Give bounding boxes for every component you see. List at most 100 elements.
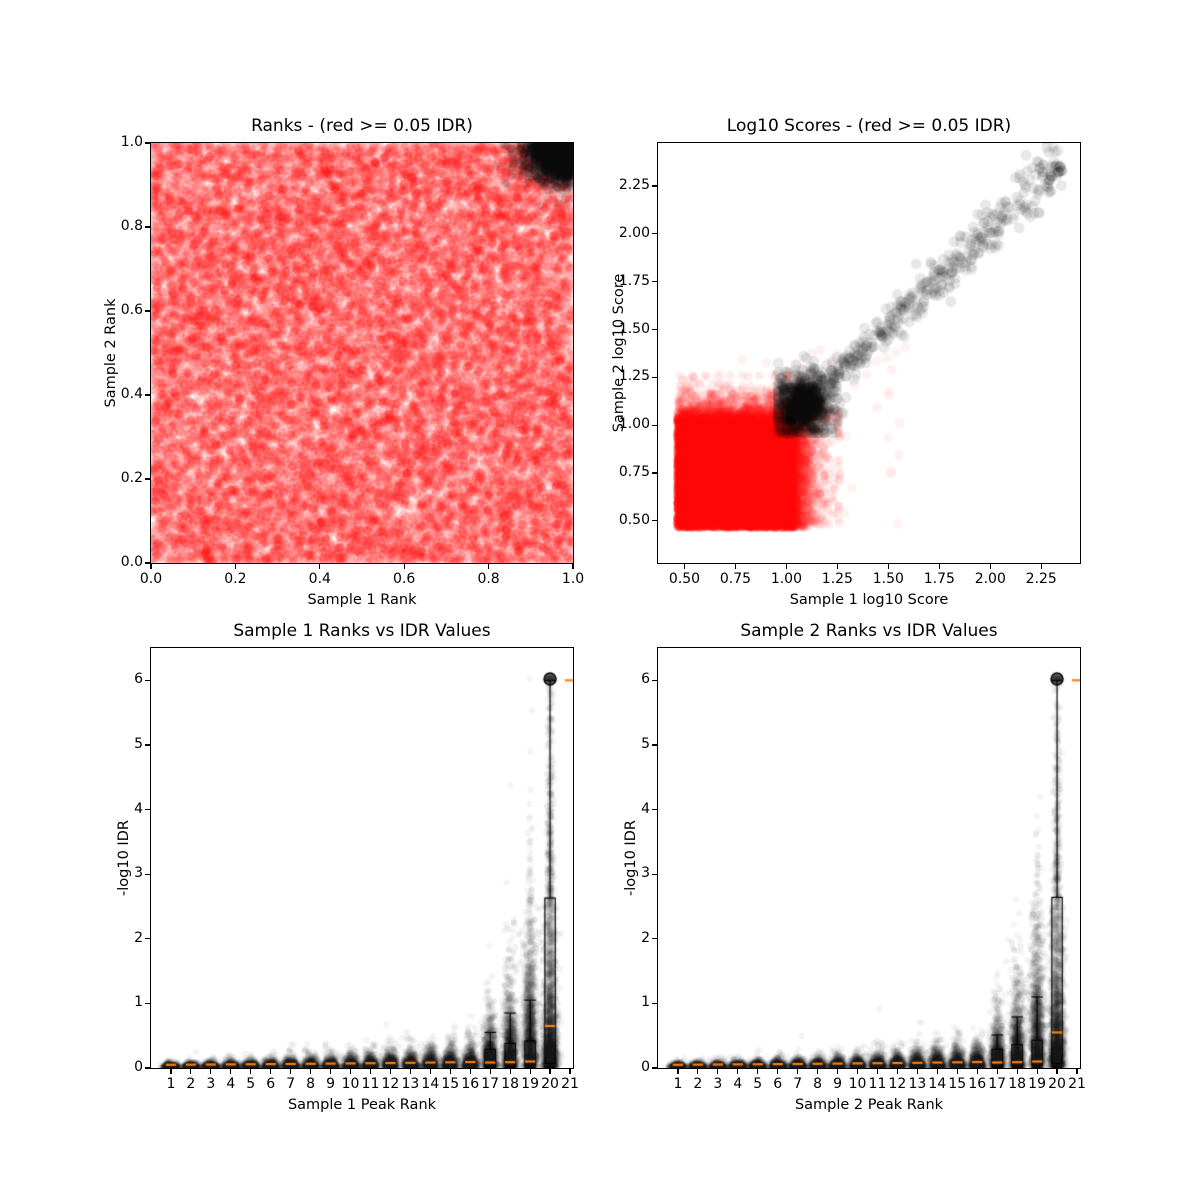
x-tick-label: 19 [521,1076,539,1092]
y-tick-label: 1 [641,994,650,1011]
plot-title-score-scatter: Log10 Scores - (red >= 0.05 IDR) [726,116,1012,136]
y-tick-label: 2.25 [618,177,650,194]
x-tick-mark [956,1069,958,1074]
y-axis-label-sample1-idr: -log10 IDR [116,820,132,896]
x-tick-mark [319,564,321,569]
x-tick-label: 10 [341,1076,360,1092]
x-tick-label: 5 [753,1076,763,1092]
x-tick-label: 4 [733,1076,743,1092]
x-tick-mark [896,1069,899,1074]
x-tick-mark [717,1069,719,1074]
x-tick-mark [777,1069,779,1074]
x-axis-label-sample1-idr: Sample 1 Peak Rank [287,1097,437,1113]
x-tick-mark [509,1069,511,1074]
x-tick-mark [488,564,490,569]
y-tick-label: 0.50 [618,511,650,528]
x-tick-mark [856,1069,859,1074]
plot-area-sample2-idr [657,647,1081,1069]
x-tick-mark [569,1069,571,1074]
x-tick-label: 1 [166,1076,176,1092]
x-tick-mark [876,1069,879,1074]
x-tick-mark [1056,1069,1058,1074]
x-tick-mark [329,1069,332,1074]
x-tick-label: 1.75 [923,571,955,587]
x-tick-mark [976,1069,978,1074]
y-axis-label-score-scatter: Sample 2 log10 Score [611,273,627,433]
x-tick-mark [683,564,686,569]
x-tick-mark [290,1069,292,1074]
x-tick-label: 3 [206,1076,216,1092]
x-tick-label: 15 [948,1076,967,1092]
x-tick-mark [489,1069,491,1074]
plot-area-rank-scatter [150,142,574,564]
x-tick-label: 9 [326,1076,336,1092]
x-tick-label: 0.6 [393,571,416,587]
x-tick-label: 12 [381,1076,400,1092]
y-tick-label: 2.00 [618,224,650,241]
x-tick-label: 21 [1068,1076,1086,1092]
y-tick-label: 0.75 [618,464,650,481]
x-tick-mark [389,1069,392,1074]
x-tick-label: 5 [246,1076,256,1092]
x-tick-label: 11 [868,1076,887,1092]
y-tick-label: 4 [641,800,650,817]
x-tick-label: 10 [848,1076,867,1092]
x-tick-label: 0.75 [719,571,752,587]
x-tick-mark [836,564,838,569]
x-tick-label: 13 [401,1076,420,1092]
x-tick-label: 7 [286,1076,296,1092]
y-tick-label: 0 [641,1059,650,1075]
x-tick-label: 0.50 [668,571,701,587]
x-tick-mark [836,1069,839,1074]
x-tick-mark [697,1069,699,1074]
x-tick-mark [349,1069,352,1074]
x-tick-label: 15 [441,1076,460,1092]
x-tick-mark [1040,564,1042,569]
y-tick-label: 5 [134,735,143,752]
x-tick-mark [369,1069,372,1074]
x-tick-label: 2.25 [1025,571,1057,587]
sample2-idr-canvas [658,648,1080,1068]
x-tick-label: 18 [501,1076,520,1092]
x-tick-mark [310,1069,312,1074]
x-tick-mark [572,564,574,569]
x-tick-mark [916,1069,918,1074]
x-tick-label: 14 [928,1076,947,1092]
x-axis-label-rank-scatter: Sample 1 Rank [307,592,417,608]
x-tick-label: 2.00 [974,571,1006,587]
y-tick-label: 0.2 [120,470,143,486]
x-tick-mark [150,564,152,569]
x-tick-label: 1 [673,1076,683,1092]
x-tick-mark [250,1069,252,1074]
x-tick-label: 2 [186,1076,196,1092]
y-tick-label: 1.0 [120,134,143,150]
x-tick-label: 18 [1008,1076,1027,1092]
x-tick-mark [230,1069,232,1074]
plot-title-sample2-idr: Sample 2 Ranks vs IDR Values [740,621,998,641]
x-tick-mark [938,564,940,569]
x-tick-label: 17 [988,1076,1007,1092]
y-tick-label: 0 [134,1059,143,1075]
x-tick-label: 8 [306,1076,316,1092]
x-tick-mark [734,564,737,569]
x-tick-label: 1.00 [770,571,802,587]
plot-title-rank-scatter: Ranks - (red >= 0.05 IDR) [251,116,473,136]
x-tick-label: 0.8 [477,571,500,587]
x-tick-mark [887,564,889,569]
score-scatter-canvas [658,143,1080,563]
x-tick-mark [757,1069,759,1074]
x-tick-label: 9 [833,1076,843,1092]
x-tick-label: 1.0 [561,571,585,587]
x-tick-mark [817,1069,819,1074]
x-tick-mark [989,564,991,569]
x-tick-label: 19 [1028,1076,1046,1092]
x-axis-label-sample2-idr: Sample 2 Peak Rank [794,1097,944,1113]
x-tick-label: 0.4 [308,571,331,587]
x-tick-label: 6 [266,1076,276,1092]
x-tick-mark [797,1069,799,1074]
y-tick-label: 1 [134,994,143,1011]
x-tick-mark [529,1069,531,1074]
x-axis-label-score-scatter: Sample 1 log10 Score [789,592,949,608]
x-tick-mark [1076,1069,1078,1074]
